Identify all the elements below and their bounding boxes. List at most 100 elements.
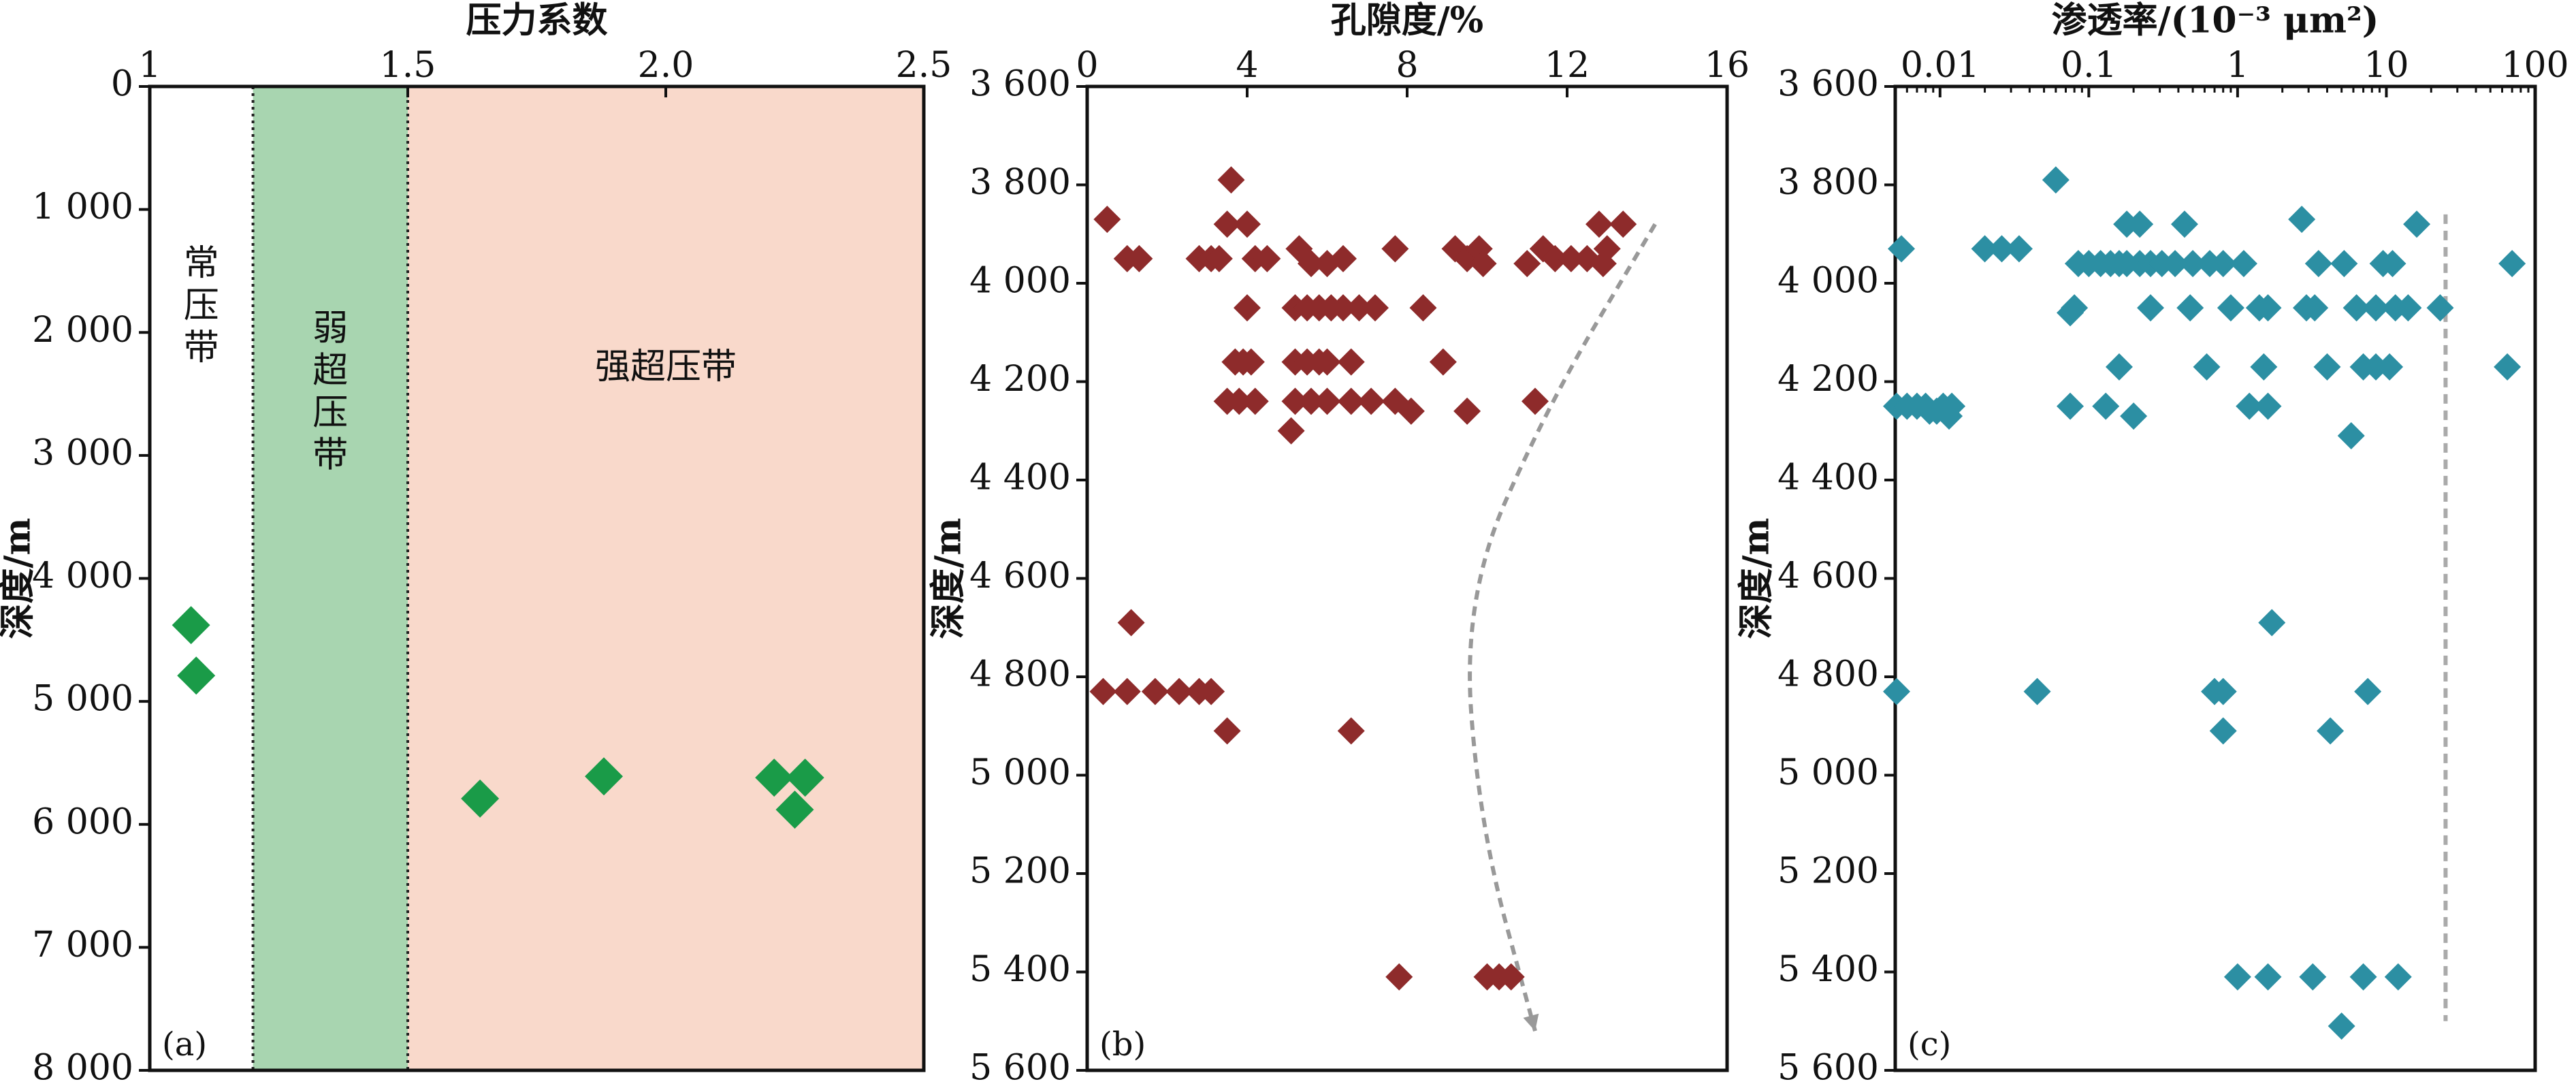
data-point-marker bbox=[1397, 397, 1425, 425]
data-point-marker bbox=[1362, 294, 1389, 322]
data-point-marker bbox=[461, 779, 500, 818]
data-point-marker bbox=[2236, 392, 2264, 420]
plot-frame bbox=[1893, 84, 2537, 1072]
panel-label: (b) bbox=[1099, 1025, 1146, 1064]
x-tick-label: 0.1 bbox=[2061, 45, 2117, 86]
data-point-marker bbox=[2217, 294, 2244, 322]
x-tick-label: 100 bbox=[2501, 45, 2569, 86]
x-axis-title: 孔隙度/% bbox=[1331, 0, 1483, 42]
data-point-marker bbox=[2494, 353, 2522, 381]
data-point-marker bbox=[2105, 353, 2133, 381]
data-point-marker bbox=[2179, 250, 2207, 278]
x-tick-label: 16 bbox=[1705, 45, 1750, 86]
data-point-marker bbox=[1513, 250, 1541, 278]
data-point-marker bbox=[2337, 421, 2365, 449]
data-point-marker bbox=[1453, 397, 1481, 425]
x-tick-label: 1.5 bbox=[380, 45, 436, 86]
data-point-marker bbox=[2254, 392, 2282, 420]
data-point-marker bbox=[2394, 294, 2422, 322]
panel-label: (c) bbox=[1907, 1025, 1951, 1064]
trend-line-arrowhead bbox=[1523, 1013, 1539, 1032]
data-point-marker bbox=[2161, 250, 2189, 278]
data-point-marker bbox=[1409, 294, 1437, 322]
data-point-marker bbox=[2061, 294, 2089, 322]
data-point-marker bbox=[2317, 717, 2345, 745]
x-tick-label: 2.5 bbox=[896, 45, 952, 86]
data-point-marker bbox=[1593, 235, 1621, 263]
data-point-marker bbox=[1988, 235, 2016, 263]
y-tick-label: 4 600 bbox=[1777, 556, 1879, 596]
panel-b-porosity: 0 4 8 12 16 3 600 3 800 4 000 4 200 4 400 4 600 4 8… bbox=[928, 0, 1750, 1086]
x-axis-title: 压力系数 bbox=[466, 0, 607, 42]
data-point-marker bbox=[1093, 206, 1121, 234]
data-point-marker bbox=[2379, 250, 2406, 278]
data-point-marker bbox=[2209, 250, 2237, 278]
zone-0-band bbox=[150, 86, 253, 1070]
data-point-marker bbox=[1883, 677, 1910, 705]
y-tick-label: 5 000 bbox=[969, 752, 1071, 793]
data-point-marker bbox=[1357, 387, 1385, 415]
data-point-marker bbox=[2362, 294, 2390, 322]
y-tick-label: 1 000 bbox=[32, 187, 133, 227]
data-point-marker bbox=[2328, 1012, 2355, 1040]
data-point-marker bbox=[585, 757, 624, 796]
y-tick-label: 4 000 bbox=[969, 261, 1071, 302]
panel-a-pressure-coefficient: 常压带 弱超压带 强超压带 1 1.5 2.0 2.5 0 1 000 2 000 3 000 4 0… bbox=[0, 0, 952, 1086]
x-axis-title: 渗透率/(10⁻³ μm²) bbox=[2052, 0, 2379, 42]
y-tick-label: 5 200 bbox=[969, 851, 1071, 892]
data-point-marker bbox=[1089, 677, 1117, 705]
data-point-marker bbox=[1337, 348, 1365, 376]
data-point-marker bbox=[2498, 250, 2526, 278]
data-point-marker bbox=[1241, 387, 1269, 415]
y-tick-label: 5 600 bbox=[969, 1048, 1071, 1086]
data-point-marker bbox=[2193, 353, 2221, 381]
data-point-marker bbox=[755, 758, 794, 797]
y-tick-label: 5 200 bbox=[1777, 851, 1879, 892]
data-point-marker bbox=[2362, 353, 2390, 381]
data-point-marker bbox=[2342, 294, 2370, 322]
data-point-marker bbox=[1337, 387, 1365, 415]
data-point-marker bbox=[1585, 210, 1613, 238]
data-point-marker bbox=[2209, 677, 2237, 705]
data-point-marker bbox=[1541, 244, 1569, 272]
zone-1-label: 弱超压带 bbox=[312, 308, 348, 475]
x-tick-label: 0.01 bbox=[1901, 45, 1980, 86]
data-point-marker bbox=[1385, 963, 1413, 991]
y-tick-label: 4 400 bbox=[1777, 458, 1879, 498]
y-tick-label: 4 200 bbox=[969, 359, 1071, 400]
x-tick-label: 1 bbox=[138, 45, 161, 86]
data-point-marker bbox=[1298, 250, 1325, 278]
x-tick-label: 0 bbox=[1076, 45, 1098, 86]
data-point-marker bbox=[2126, 210, 2154, 238]
data-point-marker bbox=[2092, 392, 2120, 420]
plot-frame bbox=[1085, 84, 1729, 1072]
x-tick-label: 1 bbox=[2226, 45, 2249, 86]
data-point-marker bbox=[1213, 210, 1241, 238]
y-tick-label: 3 800 bbox=[1777, 162, 1879, 203]
data-point-marker bbox=[1237, 348, 1265, 376]
data-point-marker bbox=[2384, 963, 2412, 991]
data-point-marker bbox=[2223, 963, 2251, 991]
data-point-marker bbox=[1313, 348, 1341, 376]
data-point-marker bbox=[2137, 294, 2165, 322]
x-tick-label: 4 bbox=[1236, 45, 1258, 86]
data-point-marker bbox=[2376, 353, 2404, 381]
data-point-marker bbox=[1217, 166, 1245, 194]
data-point-marker bbox=[1609, 210, 1637, 238]
data-point-marker bbox=[2288, 206, 2316, 234]
y-tick-label: 3 600 bbox=[969, 64, 1071, 105]
y-tick-label: 2 000 bbox=[32, 310, 133, 351]
data-point-marker bbox=[172, 606, 210, 645]
data-point-marker bbox=[2176, 294, 2204, 322]
y-tick-label: 7 000 bbox=[32, 925, 133, 965]
y-tick-label: 6 000 bbox=[32, 801, 133, 842]
x-tick-label: 2.0 bbox=[638, 45, 694, 86]
data-point-marker bbox=[775, 790, 814, 829]
data-point-marker bbox=[1205, 244, 1233, 272]
y-tick-label: 5 400 bbox=[969, 949, 1071, 990]
panel-label: (a) bbox=[162, 1025, 207, 1064]
trend-line bbox=[1468, 223, 1657, 1032]
data-point-marker bbox=[2313, 353, 2341, 381]
data-point-marker bbox=[1234, 210, 1261, 238]
